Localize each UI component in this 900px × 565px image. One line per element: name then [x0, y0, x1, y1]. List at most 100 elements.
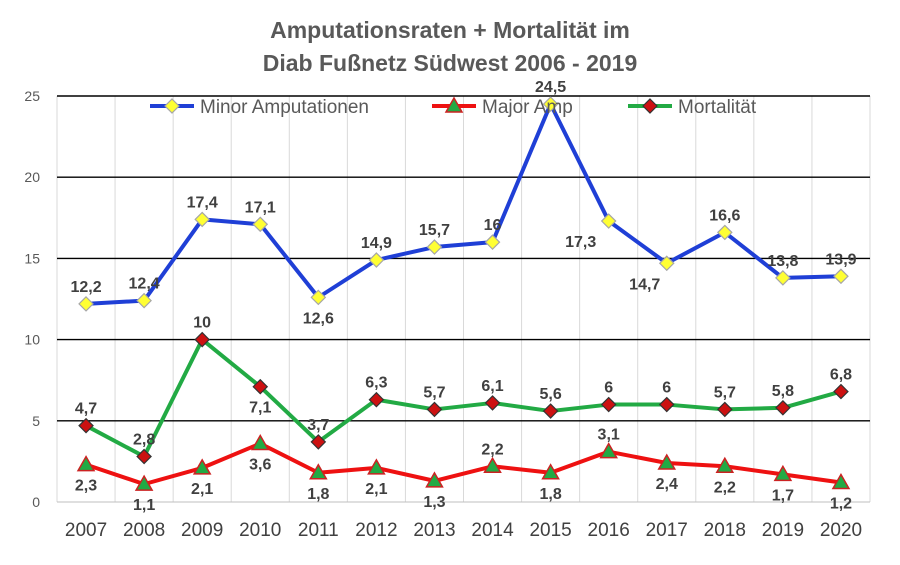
series-line-0	[85, 102, 842, 306]
point-marker-s2	[484, 395, 501, 411]
legend-marker	[164, 98, 180, 114]
point-marker-s1	[367, 458, 386, 475]
point-marker-s2	[136, 448, 152, 465]
x-tick-label: 2015	[529, 520, 571, 541]
point-marker-s2	[542, 403, 559, 419]
x-tick-label: 2019	[762, 520, 804, 541]
legend-marker	[642, 98, 658, 114]
data-label-s2: 6,3	[365, 375, 387, 392]
data-label-s1: 1,8	[539, 486, 561, 503]
point-marker-s2	[310, 434, 327, 450]
x-tick-label: 2018	[704, 520, 746, 541]
data-label-s1: 3,6	[249, 457, 271, 474]
x-tick-label: 2017	[646, 520, 688, 541]
point-marker-s1	[657, 453, 677, 470]
x-tick-label: 2013	[413, 520, 455, 541]
point-marker-s2	[716, 401, 733, 418]
data-label-s0: 15,7	[419, 222, 450, 239]
y-axis: 0 5 10 15 20 25	[24, 88, 40, 510]
data-label-s0: 14,7	[629, 276, 660, 293]
point-marker-s2	[194, 331, 211, 348]
point-marker-s2	[600, 396, 617, 413]
point-marker-s1	[483, 456, 502, 474]
point-marker-s1	[541, 463, 560, 480]
data-label-s2: 2,8	[133, 432, 155, 449]
point-marker-s2	[252, 378, 269, 395]
point-marker-s1	[425, 471, 444, 488]
point-marker-s2	[658, 396, 675, 413]
point-marker-s2	[78, 417, 94, 434]
data-label-s0: 13,9	[825, 251, 856, 268]
series-line-1	[85, 441, 842, 487]
point-marker-s1	[134, 474, 154, 491]
point-marker-s0	[252, 216, 269, 233]
data-label-s1: 1,3	[423, 494, 445, 511]
legend: Minor Amputationen Major Amp Mortalität	[150, 96, 757, 118]
legend-label: Major Amp	[482, 97, 573, 118]
chart-title-line-1: Amputationsraten + Mortalität im	[270, 17, 630, 43]
data-label-s1: 1,1	[133, 497, 155, 514]
data-label-s2: 6	[662, 380, 671, 397]
x-tick-label: 2011	[298, 520, 339, 541]
x-tick-label: 2009	[181, 520, 223, 541]
point-marker-s0	[833, 268, 849, 285]
point-marker-s0	[368, 252, 385, 268]
point-marker-s1	[599, 442, 618, 459]
data-label-s1: 2,2	[714, 479, 736, 496]
chart-title: Amputationsraten + Mortalität im Diab Fu…	[0, 14, 900, 80]
y-tick-label: 10	[24, 332, 40, 348]
data-label-s2: 6	[604, 380, 613, 397]
data-label-s0: 24,5	[535, 79, 566, 96]
y-tick-label: 20	[24, 169, 40, 185]
point-marker-s0	[658, 255, 675, 272]
point-marker-s0	[136, 292, 152, 309]
point-marker-s1	[309, 463, 328, 480]
data-label-s2: 4,7	[75, 401, 97, 418]
data-label-s0: 12,2	[70, 279, 101, 296]
data-label-s1: 2,2	[481, 441, 503, 458]
data-label-s0: 12,4	[129, 276, 160, 293]
point-marker-s0	[484, 234, 501, 251]
data-label-s1: 2,4	[656, 476, 678, 493]
x-axis: 2007 2008 2009 2010 2011 2012 2013 2014 2015 2016…	[65, 520, 862, 541]
y-tick-label: 5	[32, 413, 40, 429]
data-label-s0: 17,1	[245, 199, 276, 216]
data-label-s2: 6,1	[481, 378, 503, 395]
chart-title-line-2: Diab Fußnetz Südwest 2006 - 2019	[262, 50, 638, 76]
data-label-s1: 1,8	[307, 486, 329, 503]
data-label-s0: 13,8	[767, 253, 798, 270]
data-label-s0: 14,9	[361, 235, 392, 252]
series-layer	[76, 96, 851, 491]
data-label-s0: 12,6	[303, 310, 334, 327]
point-marker-s2	[775, 399, 791, 416]
point-marker-s1	[250, 434, 270, 451]
data-label-s2: 5,7	[714, 384, 736, 401]
data-label-s2: 5,6	[539, 386, 561, 403]
x-tick-label: 2020	[820, 520, 862, 541]
point-marker-s0	[426, 239, 443, 255]
point-marker-s1	[715, 456, 735, 474]
point-marker-s1	[76, 455, 96, 472]
data-label-s1: 1,2	[830, 496, 852, 513]
point-marker-s0	[542, 96, 559, 112]
data-label-s1: 1,7	[772, 487, 794, 504]
y-tick-label: 25	[24, 88, 40, 104]
point-marker-s1	[831, 473, 851, 490]
point-marker-s0	[775, 270, 791, 286]
y-tick-label: 15	[24, 250, 40, 266]
series-line-2	[85, 337, 842, 459]
point-marker-s1	[773, 464, 793, 482]
data-label-s1: 2,3	[75, 478, 97, 495]
point-marker-s2	[833, 383, 849, 400]
point-marker-s1	[192, 458, 212, 475]
data-label-s0: 16,6	[709, 207, 740, 224]
data-label-s0: 17,3	[565, 234, 596, 251]
legend-label: Minor Amputationen	[200, 97, 369, 118]
data-label-s2: 6,8	[830, 367, 852, 384]
x-tick-label: 2012	[355, 520, 397, 541]
x-tick-label: 2010	[239, 520, 281, 541]
point-marker-s0	[194, 211, 211, 228]
point-marker-s0	[716, 224, 733, 241]
data-label-s0: 16	[484, 217, 502, 234]
